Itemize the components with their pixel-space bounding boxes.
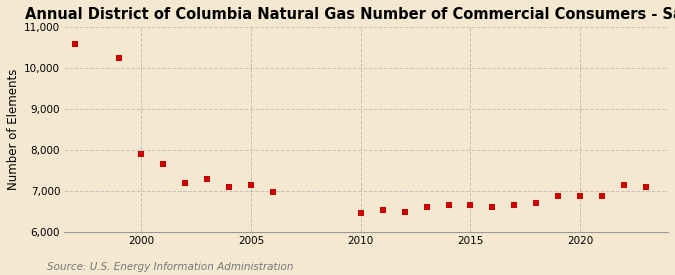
Point (487, 204, 498, 209)
Point (465, 203, 476, 208)
Point (136, 152, 146, 156)
Point (158, 162, 169, 167)
Point (377, 208, 388, 212)
Point (180, 181, 190, 185)
Point (355, 211, 366, 216)
Title: Annual District of Columbia Natural Gas Number of Commercial Consumers - Sales: Annual District of Columbia Natural Gas … (26, 7, 675, 22)
Point (509, 203, 520, 208)
Text: Source: U.S. Energy Information Administration: Source: U.S. Energy Information Administ… (47, 262, 294, 272)
Point (202, 177, 213, 181)
Point (553, 194, 564, 199)
Point (223, 185, 234, 189)
Point (399, 210, 410, 214)
Point (597, 194, 608, 199)
Point (267, 189, 278, 194)
Point (70, 42, 81, 46)
Point (641, 185, 651, 189)
Y-axis label: Number of Elements: Number of Elements (7, 69, 20, 190)
Point (619, 183, 630, 187)
Point (531, 201, 542, 205)
Point (421, 205, 432, 210)
Point (443, 203, 454, 208)
Point (246, 183, 256, 187)
Point (575, 194, 586, 199)
Point (114, 56, 125, 60)
